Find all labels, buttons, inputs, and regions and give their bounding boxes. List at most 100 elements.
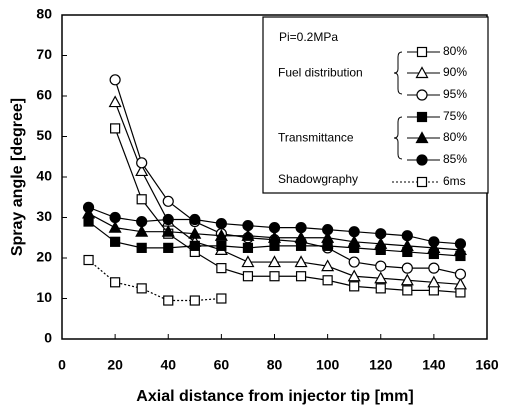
- data-point: [349, 281, 360, 292]
- x-tick-label: 160: [475, 357, 499, 373]
- x-tick-label: 120: [369, 357, 393, 373]
- data-point: [454, 238, 467, 250]
- data-point: [294, 231, 308, 243]
- data-point: [136, 283, 147, 294]
- data-point: [322, 224, 334, 236]
- data-point: [321, 259, 335, 272]
- data-point: [241, 228, 255, 241]
- legend-marker: [416, 154, 428, 166]
- data-point: [374, 271, 388, 284]
- legend-group-label: Transmittance: [278, 131, 354, 145]
- legend-marker: [416, 176, 428, 188]
- legend-label: 85%: [443, 152, 467, 166]
- data-point: [400, 239, 414, 251]
- data-point: [215, 217, 227, 230]
- legend-marker: [415, 66, 429, 79]
- data-point: [110, 277, 121, 288]
- data-point: [402, 285, 413, 296]
- legend-brace: [393, 116, 403, 160]
- data-point: [108, 95, 122, 108]
- data-point: [136, 242, 147, 253]
- data-point: [135, 164, 149, 177]
- data-point: [375, 228, 387, 240]
- data-point: [242, 271, 254, 282]
- y-tick-label: 40: [36, 168, 52, 184]
- data-point: [267, 255, 282, 268]
- x-tick-label: 60: [214, 357, 230, 373]
- data-point: [267, 231, 282, 243]
- y-tick-label: 60: [36, 87, 52, 103]
- y-tick-label: 50: [36, 127, 52, 143]
- data-point: [453, 277, 467, 290]
- legend-label: 95%: [443, 87, 467, 101]
- legend-box: [262, 16, 489, 194]
- data-point: [216, 293, 227, 304]
- data-point: [110, 123, 121, 134]
- data-point: [348, 226, 360, 238]
- y-tick-label: 20: [36, 249, 52, 265]
- y-tick-label: 30: [36, 208, 52, 224]
- x-tick-label: 140: [422, 357, 446, 373]
- data-point: [401, 230, 413, 242]
- data-point: [375, 260, 387, 272]
- y-tick-label: 80: [36, 6, 52, 22]
- data-point: [428, 262, 440, 274]
- series-line: [88, 259, 222, 302]
- legend-marker: [416, 46, 428, 58]
- data-point: [400, 273, 414, 286]
- data-point: [189, 213, 201, 226]
- data-point: [428, 236, 440, 248]
- data-point: [189, 240, 200, 251]
- data-point: [242, 242, 254, 253]
- y-tick-label: 0: [44, 330, 52, 346]
- x-tick-label: 20: [107, 357, 123, 373]
- data-point: [321, 231, 335, 243]
- x-tick-label: 80: [267, 357, 283, 373]
- data-point: [109, 211, 121, 224]
- data-point: [161, 224, 175, 237]
- legend-label: 75%: [443, 109, 467, 123]
- x-tick-label: 40: [160, 357, 176, 373]
- data-point: [268, 222, 281, 234]
- x-axis-title: Axial distance from injector tip [mm]: [136, 388, 413, 405]
- data-point: [374, 237, 388, 249]
- data-point: [294, 255, 308, 268]
- data-point: [163, 295, 174, 306]
- data-point: [216, 263, 227, 274]
- data-point: [162, 213, 174, 226]
- data-point: [269, 271, 280, 282]
- data-point: [322, 275, 333, 286]
- data-point: [242, 220, 254, 232]
- legend-marker: [416, 111, 428, 123]
- legend-label: 90%: [443, 65, 467, 79]
- data-point: [108, 220, 122, 233]
- data-point: [216, 240, 227, 251]
- data-point: [162, 195, 174, 207]
- y-axis-title: Spray angle [degree]: [9, 98, 26, 256]
- data-point: [241, 255, 255, 268]
- legend-label: 80%: [443, 44, 467, 58]
- data-point: [110, 236, 121, 247]
- data-point: [189, 295, 200, 306]
- data-point: [401, 262, 413, 274]
- data-point: [82, 201, 95, 213]
- legend-marker: [416, 89, 428, 101]
- legend-label: 6ms: [443, 174, 466, 188]
- data-point: [347, 269, 361, 282]
- data-point: [135, 224, 149, 237]
- data-point: [136, 194, 147, 205]
- data-point: [427, 275, 441, 288]
- x-tick-label: 0: [58, 357, 66, 373]
- legend-group-label: Shadowgraphy: [278, 172, 358, 186]
- data-point: [136, 215, 148, 228]
- y-tick-label: 70: [36, 46, 52, 62]
- legend-title: Pi=0.2MPa: [279, 30, 338, 44]
- data-point: [188, 226, 202, 239]
- data-point: [109, 74, 121, 86]
- legend-group-label: Fuel distribution: [278, 66, 363, 80]
- data-point: [163, 242, 174, 253]
- legend-brace: [393, 51, 403, 95]
- data-point: [375, 283, 386, 294]
- data-point: [214, 228, 228, 241]
